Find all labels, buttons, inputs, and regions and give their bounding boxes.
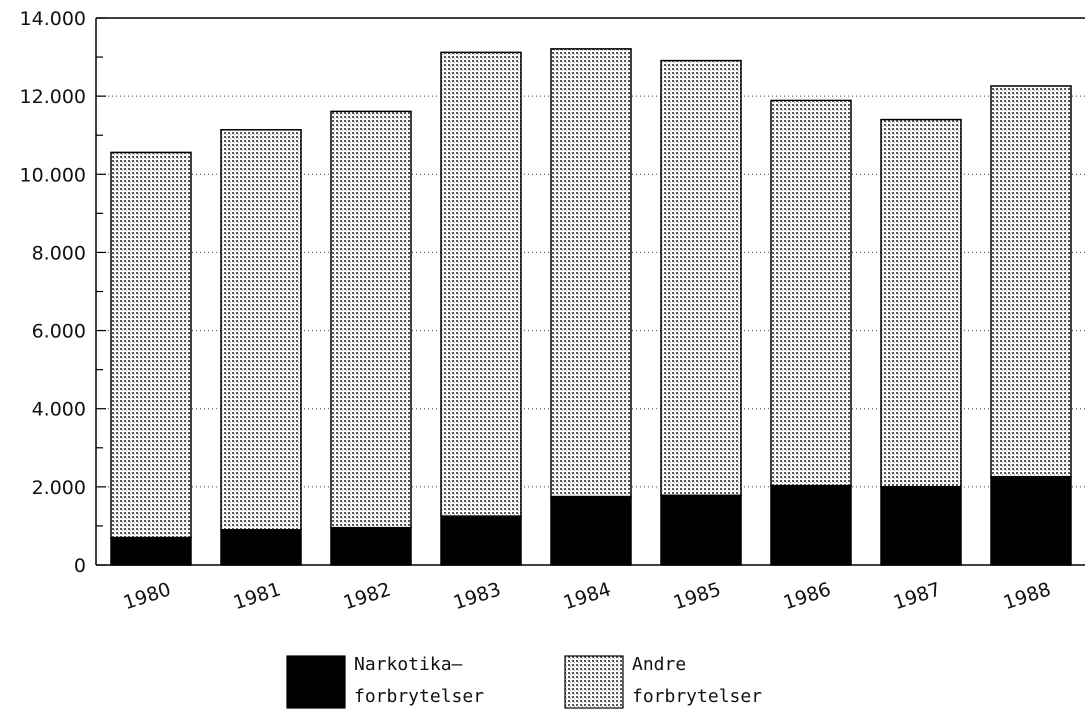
bars [110,48,1072,566]
y-tick-label: 2.000 [32,477,86,499]
legend-item-andre: Andre forbrytelser [564,654,762,709]
bar-andre-forbrytelser [330,110,412,529]
x-tick-label: 1987 [891,578,944,614]
bar-andre-forbrytelser [220,128,302,531]
bar-narkotika-forbrytelser [990,475,1072,566]
bar-narkotika-forbrytelser [330,527,412,566]
legend-label: Narkotika– [354,654,463,675]
legend-swatch [286,655,346,709]
y-tick-label: 6.000 [32,321,86,343]
y-tick-label: 10.000 [20,164,86,186]
x-tick-label: 1980 [121,578,174,614]
x-tick-label: 1983 [451,578,504,614]
x-tick-label: 1986 [781,578,834,614]
y-tick-label: 14.000 [20,8,86,30]
x-tick-label: 1988 [1001,578,1054,614]
bar-narkotika-forbrytelser [550,495,632,566]
bar-narkotika-forbrytelser [440,515,522,566]
x-tick-label: 1985 [671,578,724,614]
bar-andre-forbrytelser [990,85,1072,478]
bar-narkotika-forbrytelser [110,536,192,566]
bar-andre-forbrytelser [550,48,632,498]
y-tick-label: 8.000 [32,242,86,264]
bar-andre-forbrytelser [440,51,522,517]
bar-andre-forbrytelser [660,59,742,497]
bar-andre-forbrytelser [880,118,962,488]
bar-narkotika-forbrytelser [880,486,962,566]
bar-andre-forbrytelser [770,99,852,487]
legend-item-narkotika: Narkotika– forbrytelser [286,654,484,709]
legend-label: forbrytelser [632,686,762,707]
legend: Narkotika– forbrytelser Andre forbrytelser [286,654,762,709]
y-tick-label: 4.000 [32,399,86,421]
bar-narkotika-forbrytelser [660,494,742,566]
x-tick-label: 1982 [341,578,394,614]
bar-narkotika-forbrytelser [770,484,852,566]
legend-label: forbrytelser [354,686,484,707]
y-tick-label: 12.000 [20,86,86,108]
bar-andre-forbrytelser [110,151,192,539]
y-tick-label: 0 [74,555,86,577]
x-tick-label: 1984 [561,578,614,614]
legend-swatch [564,655,624,709]
legend-label: Andre [632,654,686,675]
bar-narkotika-forbrytelser [220,529,302,566]
x-tick-label: 1981 [231,578,284,614]
